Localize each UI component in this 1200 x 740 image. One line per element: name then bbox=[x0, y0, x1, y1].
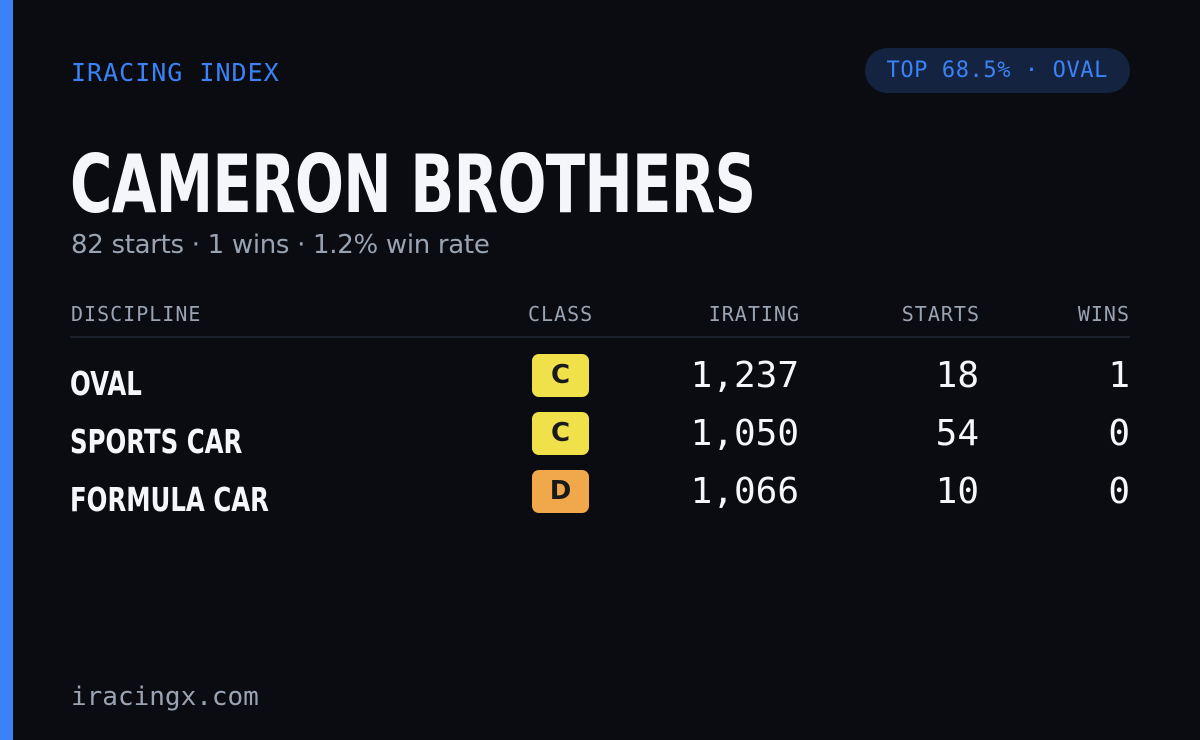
column-header-wins: WINS bbox=[1077, 302, 1130, 326]
table-divider bbox=[70, 336, 1130, 338]
column-header-starts: STARTS bbox=[901, 302, 980, 326]
starts-value: 10 bbox=[935, 471, 979, 512]
class-badge: C bbox=[532, 354, 589, 397]
irating-value: 1,237 bbox=[690, 355, 799, 396]
wins-value: 1 bbox=[1108, 355, 1130, 396]
accent-bar bbox=[0, 0, 13, 740]
wins-value: 0 bbox=[1108, 413, 1130, 454]
discipline-label: SPORTS CAR bbox=[70, 422, 243, 461]
rank-badge: TOP 68.5% · OVAL bbox=[865, 48, 1130, 93]
class-badge: C bbox=[532, 412, 589, 455]
column-header-discipline: DISCIPLINE bbox=[71, 302, 202, 326]
site-url: iracingx.com bbox=[71, 682, 259, 712]
table-row: SPORTS CAR C 1,050 54 0 bbox=[0, 412, 1200, 470]
starts-value: 18 bbox=[935, 355, 979, 396]
class-badge: D bbox=[532, 470, 589, 513]
discipline-label: OVAL bbox=[70, 364, 142, 403]
table-row: FORMULA CAR D 1,066 10 0 bbox=[0, 470, 1200, 528]
irating-value: 1,066 bbox=[690, 471, 799, 512]
table-row: OVAL C 1,237 18 1 bbox=[0, 354, 1200, 412]
discipline-label: FORMULA CAR bbox=[70, 480, 269, 519]
wins-value: 0 bbox=[1108, 471, 1130, 512]
starts-value: 54 bbox=[935, 413, 979, 454]
driver-summary: 82 starts · 1 wins · 1.2% win rate bbox=[71, 230, 490, 260]
driver-name: CAMERON BROTHERS bbox=[70, 138, 756, 231]
brand-title: IRACING INDEX bbox=[71, 58, 280, 87]
irating-value: 1,050 bbox=[690, 413, 799, 454]
column-header-class: CLASS bbox=[528, 302, 594, 326]
column-header-irating: IRATING bbox=[708, 302, 800, 326]
